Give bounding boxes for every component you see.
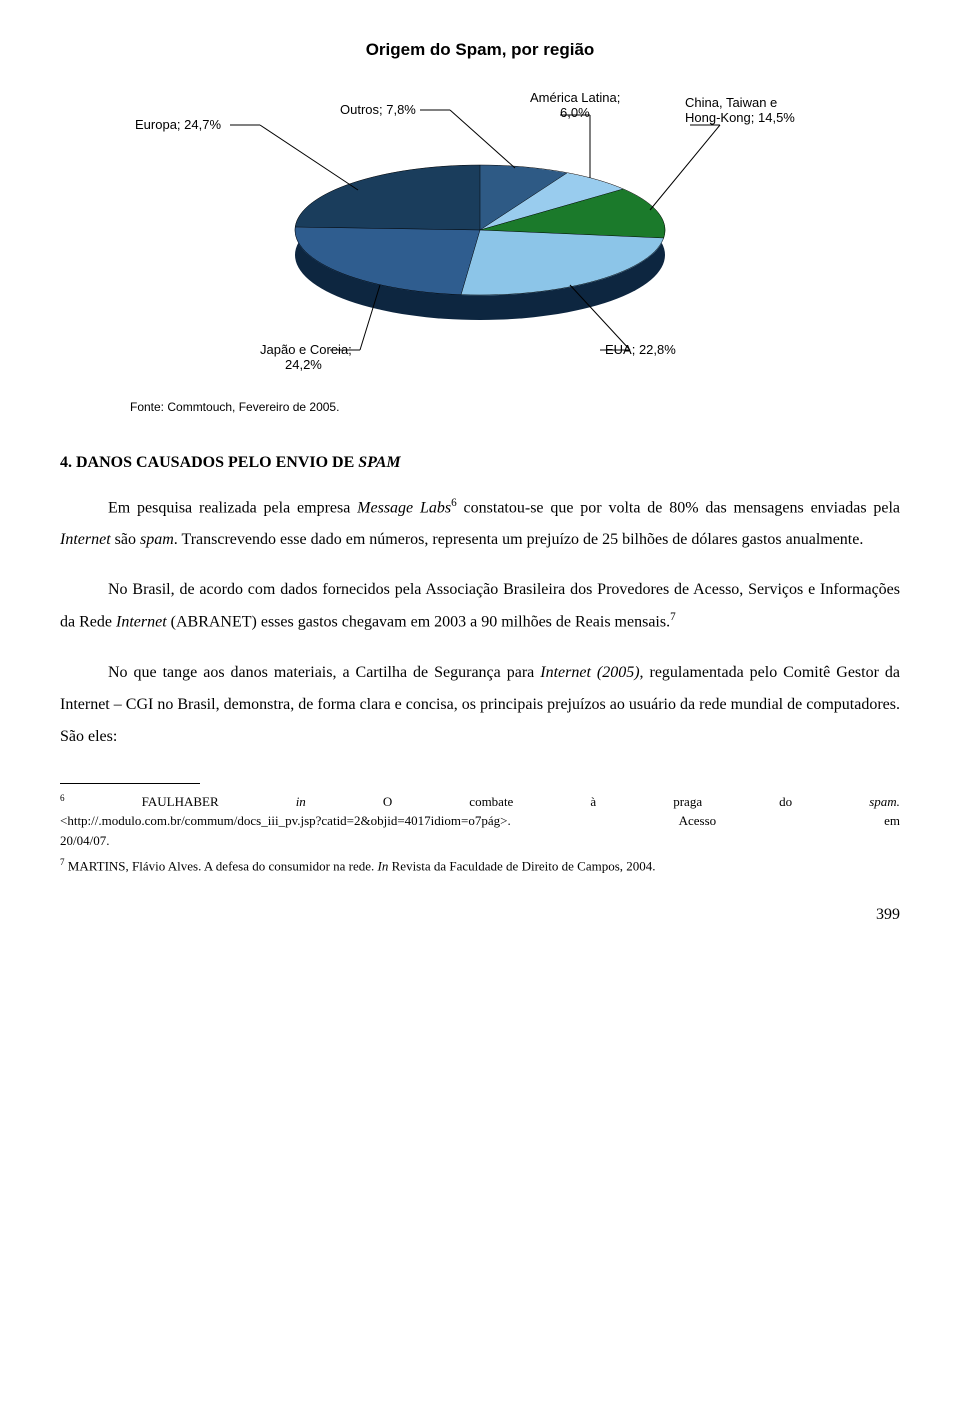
heading-text: 4. DANOS CAUSADOS PELO ENVIO DE <box>60 454 358 471</box>
label-america: América Latina; <box>530 90 620 105</box>
paragraph-2: No Brasil, de acordo com dados fornecido… <box>60 574 900 638</box>
label-japao: Japão e Coreia; <box>260 342 352 357</box>
footnote-6-line3: 20/04/07. <box>60 831 900 851</box>
footnote-6-line1: 6 FAULHABER in O combate à praga do spam… <box>60 792 900 812</box>
label-outros: Outros; 7,8% <box>340 102 416 117</box>
heading-italic: SPAM <box>358 454 400 471</box>
section-heading: 4. DANOS CAUSADOS PELO ENVIO DE SPAM <box>60 454 900 472</box>
label-japao2: 24,2% <box>285 357 322 372</box>
label-america2: 6,0% <box>560 105 590 120</box>
label-eua: EUA; 22,8% <box>605 342 676 357</box>
label-europa: Europa; 24,7% <box>135 117 221 132</box>
label-china2: Hong-Kong; 14,5% <box>685 110 795 125</box>
footnote-separator <box>60 783 200 784</box>
spam-origin-chart: Origem do Spam, por região <box>130 40 830 414</box>
label-china: China, Taiwan e <box>685 95 777 110</box>
footnote-6-line2: <http://.modulo.com.br/commum/docs_iii_p… <box>60 811 900 831</box>
chart-area: Europa; 24,7% Outros; 7,8% América Latin… <box>130 70 830 390</box>
footnote-6: 6 FAULHABER in O combate à praga do spam… <box>60 792 900 851</box>
paragraph-1: Em pesquisa realizada pela empresa Messa… <box>60 492 900 556</box>
paragraph-3: No que tange aos danos materiais, a Cart… <box>60 657 900 753</box>
chart-title: Origem do Spam, por região <box>130 40 830 60</box>
footnote-7: 7 MARTINS, Flávio Alves. A defesa do con… <box>60 856 900 876</box>
chart-source: Fonte: Commtouch, Fevereiro de 2005. <box>130 400 830 414</box>
page-number: 399 <box>60 906 900 924</box>
footnote-ref-7: 7 <box>670 611 676 623</box>
